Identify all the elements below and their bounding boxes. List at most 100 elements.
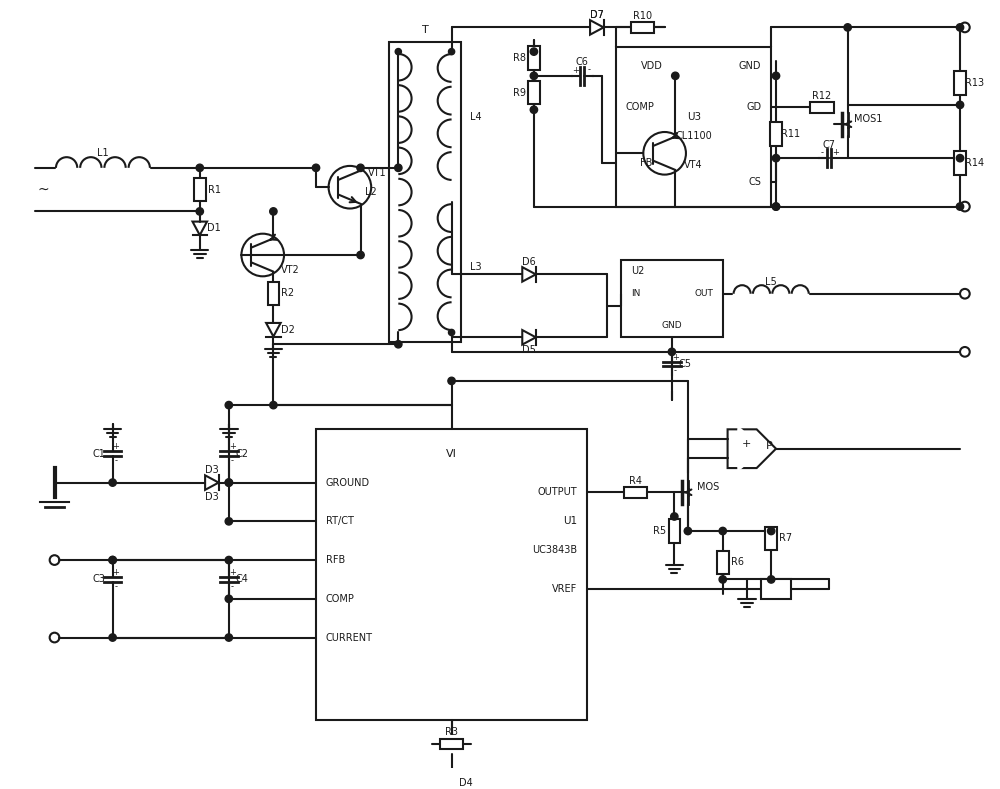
- Text: RT/CT: RT/CT: [326, 516, 354, 526]
- Circle shape: [109, 556, 116, 564]
- Circle shape: [225, 595, 233, 603]
- Text: U2: U2: [631, 267, 644, 276]
- Text: GROUND: GROUND: [326, 477, 370, 488]
- Circle shape: [395, 341, 402, 348]
- Text: CS: CS: [749, 178, 761, 187]
- Text: L3: L3: [470, 262, 482, 272]
- Circle shape: [109, 556, 116, 564]
- Text: +: +: [833, 148, 839, 157]
- Text: D1: D1: [207, 223, 221, 234]
- Bar: [717, 551, 729, 574]
- Text: -: -: [115, 581, 118, 591]
- Text: UC3843B: UC3843B: [532, 545, 577, 555]
- Text: RFB: RFB: [326, 555, 345, 565]
- Text: GD: GD: [746, 103, 761, 112]
- Circle shape: [956, 203, 964, 210]
- Circle shape: [270, 208, 277, 215]
- Circle shape: [225, 479, 233, 486]
- Circle shape: [357, 164, 364, 171]
- Text: VI: VI: [446, 448, 457, 458]
- Text: C2: C2: [236, 448, 249, 458]
- Circle shape: [672, 72, 679, 80]
- Circle shape: [668, 348, 676, 356]
- Bar: [954, 72, 966, 95]
- Bar: [631, 22, 654, 32]
- Circle shape: [448, 377, 455, 384]
- Circle shape: [956, 24, 964, 31]
- Text: CURRENT: CURRENT: [326, 633, 373, 642]
- Text: R9: R9: [513, 88, 526, 98]
- Text: R11: R11: [781, 129, 800, 139]
- Text: T: T: [422, 25, 428, 36]
- Bar: [194, 178, 206, 201]
- Text: R2: R2: [281, 289, 294, 298]
- Text: D5: D5: [522, 345, 536, 355]
- Circle shape: [109, 634, 116, 641]
- Text: COMP: COMP: [626, 103, 655, 112]
- Bar: [528, 81, 540, 104]
- Text: C7: C7: [823, 140, 836, 150]
- Text: -: -: [231, 456, 234, 465]
- Text: MOS: MOS: [697, 482, 719, 492]
- Bar: [621, 260, 723, 338]
- Text: L2: L2: [365, 187, 377, 197]
- Circle shape: [684, 527, 692, 535]
- Circle shape: [719, 576, 726, 583]
- Circle shape: [530, 48, 538, 55]
- Text: L5: L5: [765, 277, 777, 287]
- Circle shape: [196, 164, 203, 171]
- Circle shape: [956, 101, 964, 109]
- Text: -: -: [231, 581, 234, 591]
- Text: C5: C5: [679, 359, 692, 369]
- Circle shape: [671, 513, 678, 520]
- Circle shape: [844, 24, 851, 31]
- Circle shape: [225, 518, 233, 525]
- Text: ~: ~: [37, 182, 49, 196]
- Circle shape: [196, 208, 203, 215]
- Text: D7: D7: [590, 9, 604, 20]
- Text: -: -: [588, 65, 591, 74]
- Text: VT1: VT1: [368, 168, 386, 178]
- Text: IN: IN: [631, 290, 640, 298]
- Circle shape: [448, 48, 455, 54]
- Text: VT2: VT2: [280, 264, 299, 275]
- Text: R12: R12: [812, 91, 832, 101]
- Text: R3: R3: [445, 727, 458, 738]
- Text: C3: C3: [93, 574, 105, 585]
- Circle shape: [225, 402, 233, 409]
- Text: VT4: VT4: [684, 160, 703, 170]
- Text: -: -: [821, 148, 824, 157]
- Text: -: -: [115, 456, 118, 465]
- Circle shape: [225, 479, 233, 486]
- Text: R14: R14: [965, 158, 984, 168]
- Circle shape: [357, 252, 364, 259]
- Text: +: +: [229, 443, 236, 451]
- Text: U3: U3: [687, 112, 701, 122]
- Circle shape: [395, 164, 402, 171]
- Circle shape: [767, 527, 775, 535]
- Bar: [528, 47, 540, 69]
- Text: R6: R6: [731, 558, 744, 567]
- Text: D3: D3: [205, 492, 219, 502]
- Bar: [389, 42, 461, 342]
- Text: C1: C1: [93, 448, 105, 458]
- Text: FB: FB: [640, 158, 653, 168]
- Text: +: +: [113, 443, 119, 451]
- Text: D3: D3: [205, 465, 219, 475]
- Text: R7: R7: [779, 533, 792, 544]
- Text: L1: L1: [97, 148, 109, 159]
- Text: GND: GND: [739, 62, 761, 71]
- Text: OUT: OUT: [694, 290, 713, 298]
- Text: VDD: VDD: [640, 62, 662, 71]
- Circle shape: [109, 479, 116, 486]
- Bar: [954, 151, 966, 174]
- Text: R8: R8: [513, 53, 526, 63]
- Circle shape: [225, 556, 233, 564]
- Text: U1: U1: [563, 516, 577, 526]
- Text: R4: R4: [629, 476, 642, 486]
- Circle shape: [530, 106, 538, 114]
- Text: R10: R10: [633, 11, 652, 21]
- Text: +: +: [572, 65, 579, 74]
- Circle shape: [772, 203, 780, 210]
- Bar: [624, 487, 647, 498]
